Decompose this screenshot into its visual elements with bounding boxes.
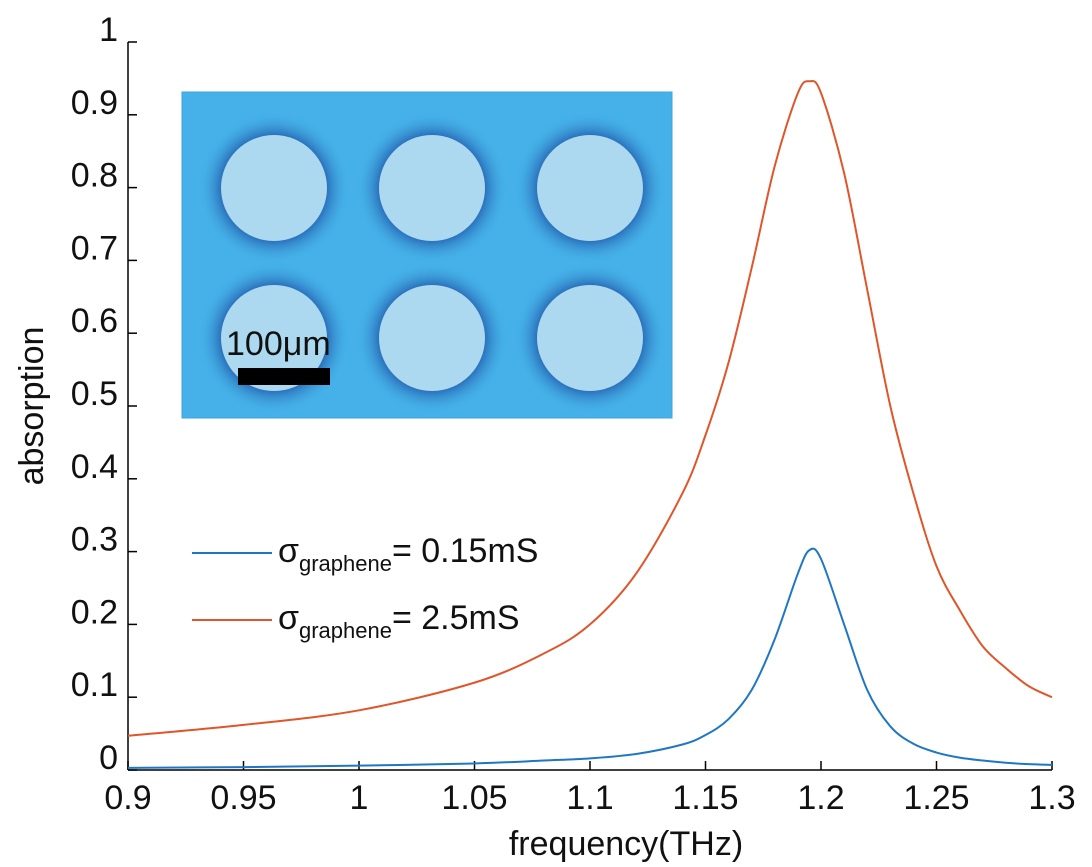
y-tick-label: 0.7 [71, 229, 118, 267]
x-tick-label: 1.1 [566, 779, 613, 817]
x-tick-label: 1.3 [1028, 779, 1075, 817]
y-tick-label: 0.4 [71, 448, 118, 486]
y-tick-label: 0.3 [71, 521, 118, 559]
y-axis-label: absorption [13, 327, 51, 486]
x-tick-label: 1 [350, 779, 369, 817]
scale-bar [238, 368, 330, 385]
y-tick-label: 1 [99, 11, 118, 49]
x-tick-label: 1.15 [672, 779, 738, 817]
x-tick-label: 1.05 [441, 779, 507, 817]
x-axis-label: frequency(THz) [509, 825, 743, 863]
series-line [127, 79, 1053, 737]
y-tick-label: 0.9 [71, 84, 118, 122]
x-tick-label: 1.2 [797, 779, 844, 817]
y-tick-label: 0.6 [71, 302, 118, 340]
legend-label: σgraphene= 0.15mS [278, 532, 538, 576]
y-tick-label: 0.5 [71, 375, 118, 413]
series-line [127, 547, 1053, 769]
y-tick-label: 0.2 [71, 593, 118, 631]
y-tick-label: 0.8 [71, 157, 118, 195]
inset-image: 100μm [181, 91, 673, 419]
y-tick-label: 0 [99, 739, 118, 777]
y-tick-label: 0.1 [71, 666, 118, 704]
scale-label: 100μm [226, 325, 331, 363]
legend-label: σgraphene= 2.5mS [278, 599, 520, 643]
x-tick-label: 0.9 [104, 779, 151, 817]
x-tick-label: 0.95 [210, 779, 276, 817]
x-tick-label: 1.25 [903, 779, 969, 817]
